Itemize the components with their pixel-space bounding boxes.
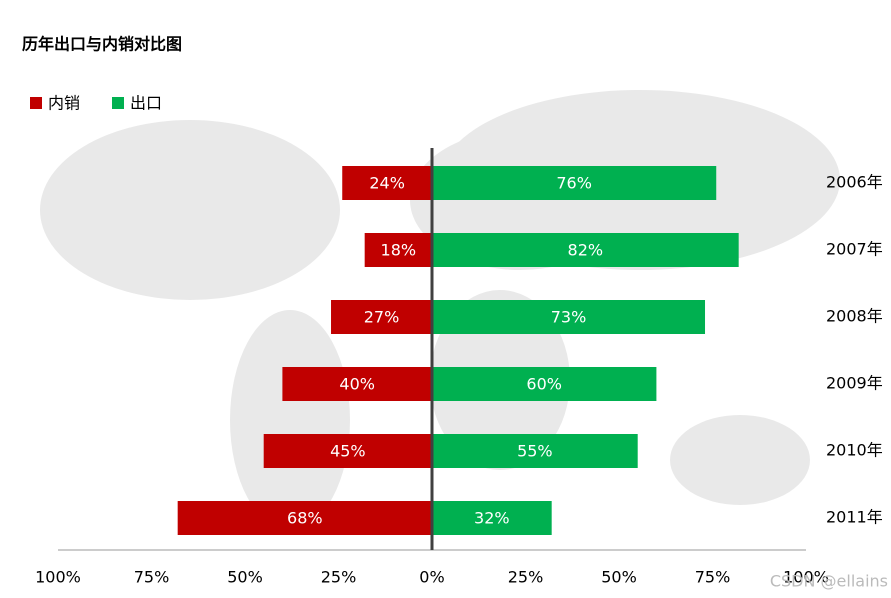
legend-label: 出口 — [130, 94, 162, 113]
value-label: 73% — [551, 308, 587, 327]
bar — [432, 501, 552, 535]
x-tick-label: 50% — [227, 568, 263, 587]
bar — [432, 300, 706, 334]
value-label: 55% — [517, 442, 553, 461]
value-label: 32% — [474, 509, 510, 528]
legend-label: 内销 — [48, 94, 80, 113]
value-label: 60% — [526, 375, 562, 394]
bar — [364, 233, 432, 267]
x-tick-label: 100% — [35, 568, 81, 587]
value-label: 82% — [568, 241, 604, 260]
x-tick-label: 25% — [508, 568, 544, 587]
value-label: 68% — [287, 509, 323, 528]
y-category-label: 2006年 — [826, 173, 883, 192]
y-category-label: 2009年 — [826, 374, 883, 393]
bar — [177, 501, 432, 535]
bar — [432, 233, 739, 267]
value-label: 27% — [364, 308, 400, 327]
y-category-label: 2010年 — [826, 441, 883, 460]
y-category-label: 2007年 — [826, 240, 883, 259]
bar — [342, 166, 432, 200]
watermark: CSDN @ellains — [770, 572, 888, 591]
bar — [263, 434, 432, 468]
x-tick-label: 50% — [601, 568, 637, 587]
bar — [282, 367, 432, 401]
x-tick-label: 100% — [783, 568, 829, 587]
bar — [331, 300, 432, 334]
chart-title: 历年出口与内销对比图 — [22, 35, 182, 54]
legend-swatch — [30, 97, 42, 109]
bar — [432, 166, 717, 200]
x-tick-label: 75% — [134, 568, 170, 587]
value-label: 18% — [381, 241, 417, 260]
bar — [432, 434, 638, 468]
bar — [432, 367, 657, 401]
value-label: 24% — [369, 174, 405, 193]
value-label: 45% — [330, 442, 366, 461]
value-label: 40% — [339, 375, 375, 394]
x-tick-label: 0% — [419, 568, 444, 587]
x-tick-label: 75% — [695, 568, 731, 587]
x-tick-label: 25% — [321, 568, 357, 587]
y-category-label: 2008年 — [826, 307, 883, 326]
legend-swatch — [112, 97, 124, 109]
y-category-label: 2011年 — [826, 508, 883, 527]
value-label: 76% — [556, 174, 592, 193]
